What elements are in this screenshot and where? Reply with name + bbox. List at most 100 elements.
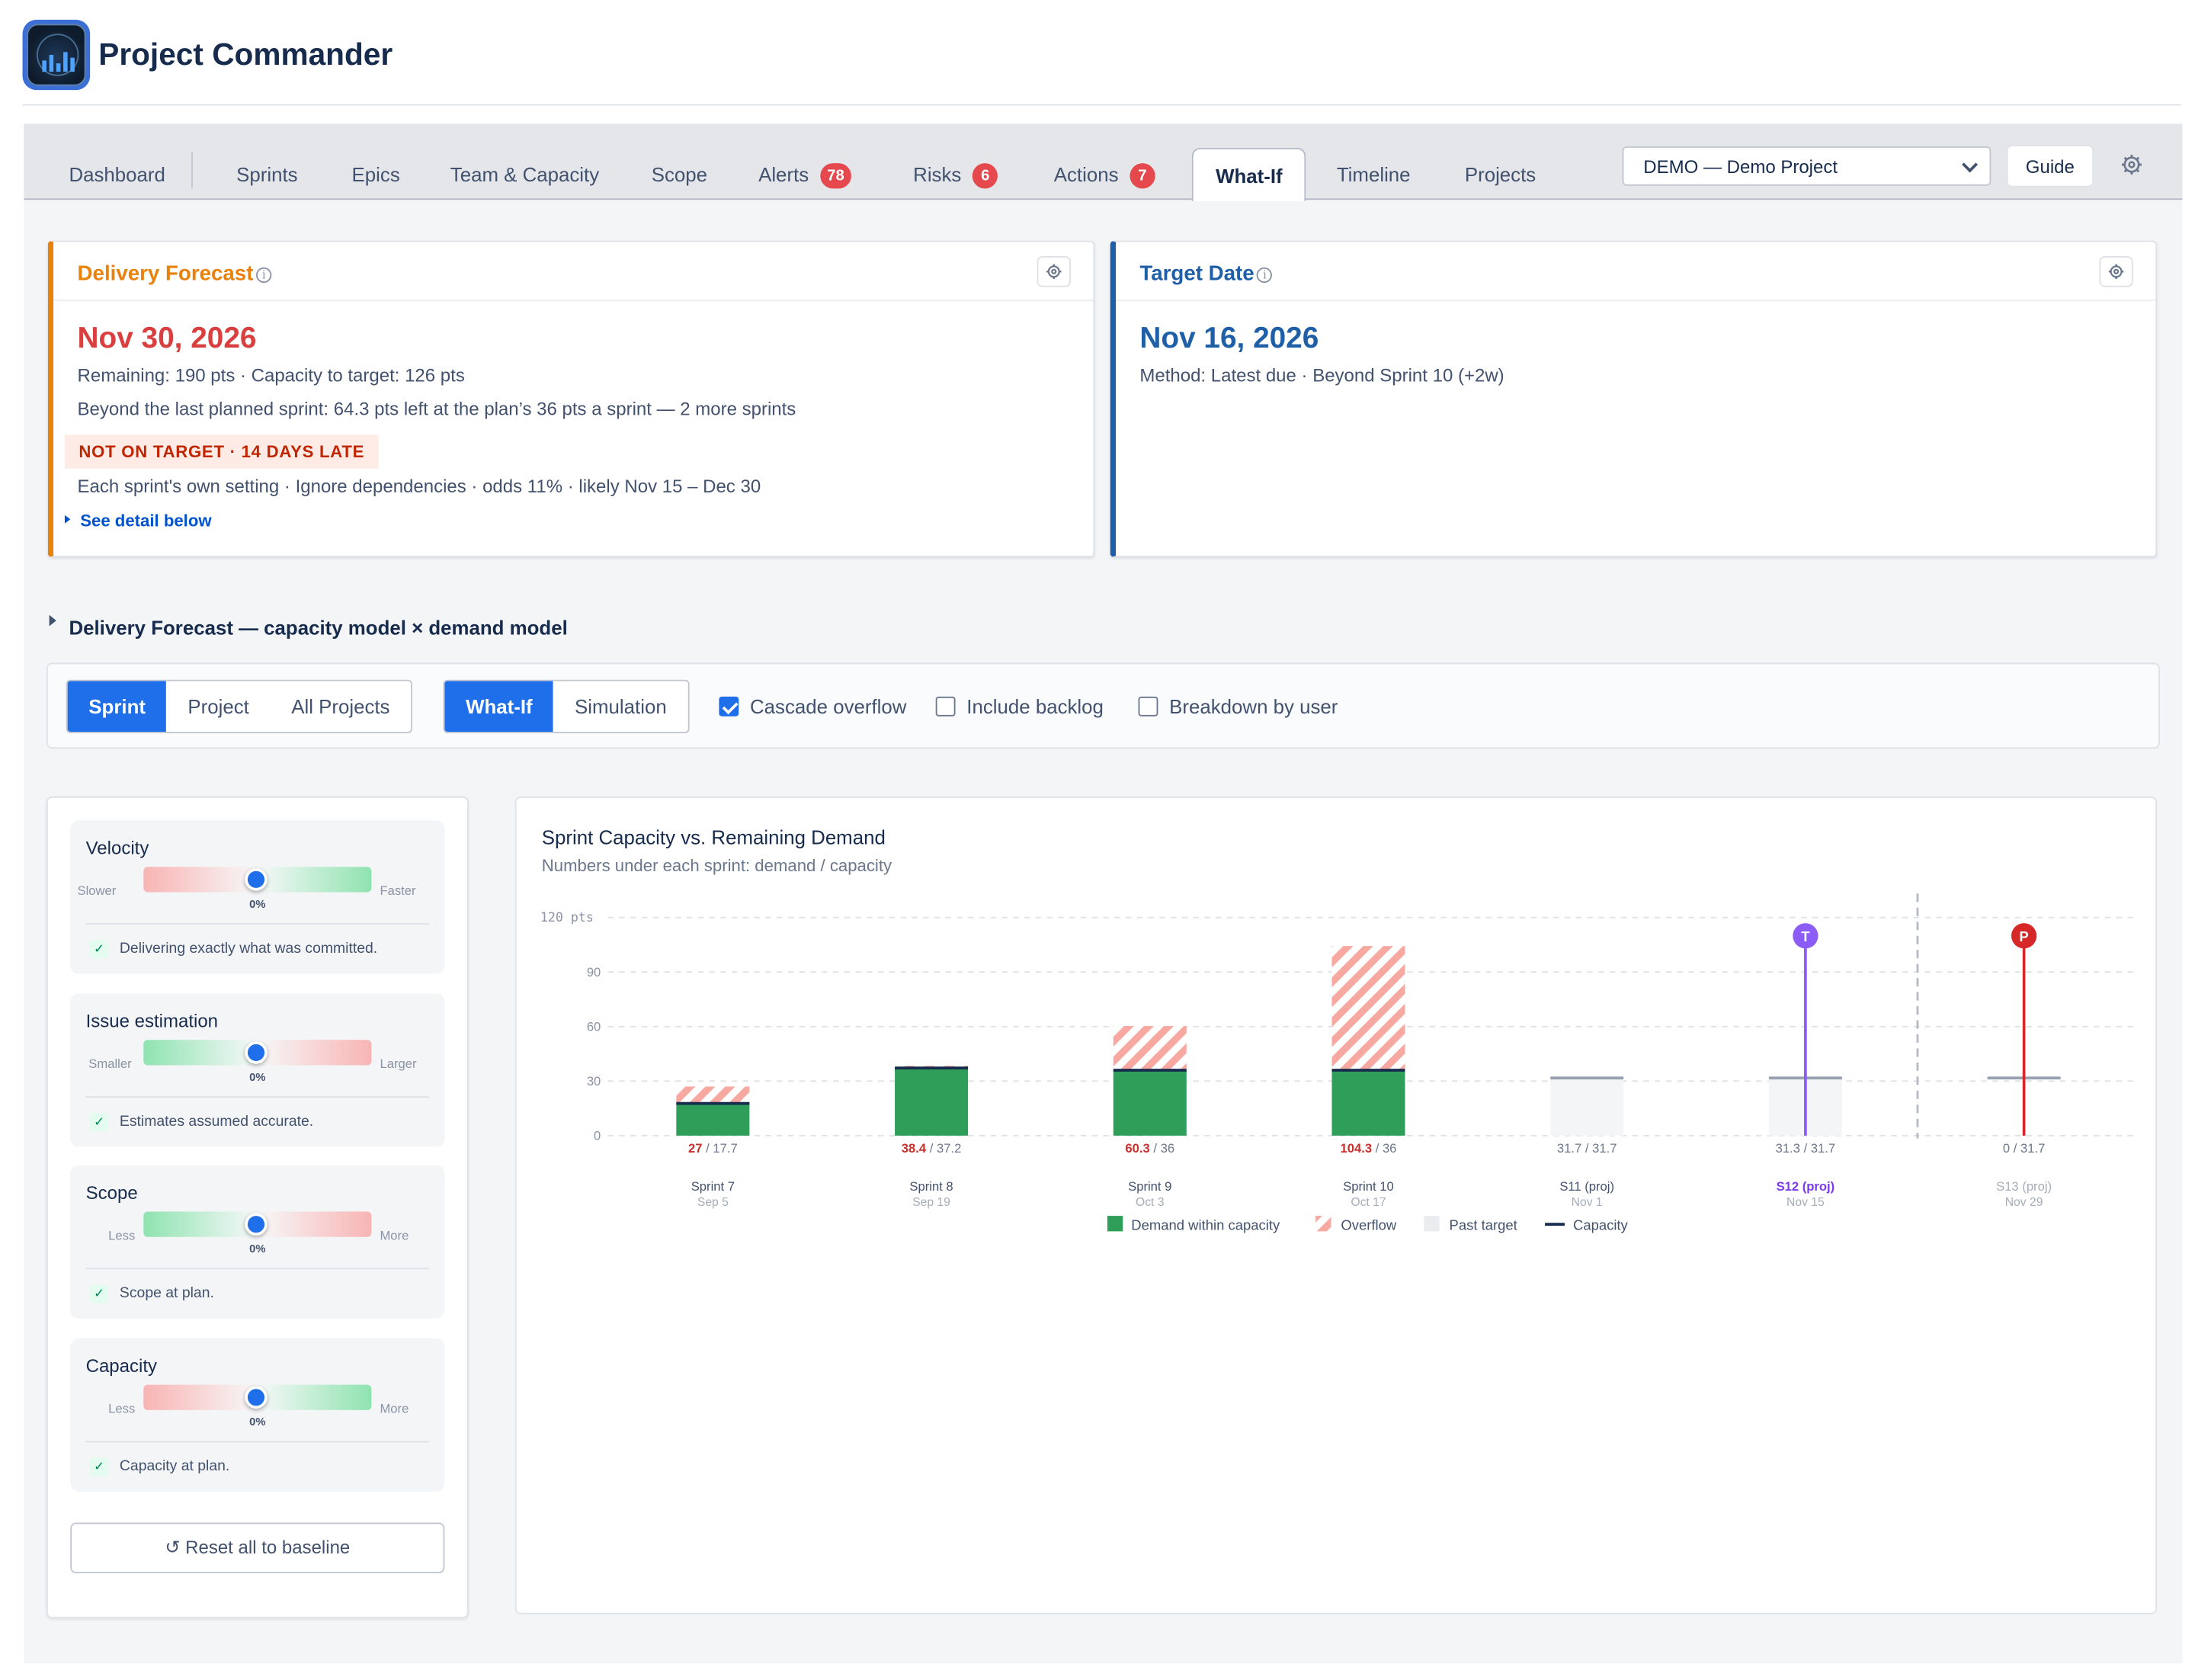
slider-note: ✓ Scope at plan. — [90, 1284, 214, 1303]
slider-name: Scope — [85, 1181, 138, 1204]
issue-estimation-slider[interactable] — [143, 1040, 372, 1066]
card-settings-button[interactable] — [1037, 256, 1071, 287]
tab-bar: Dashboard Sprints Epics Team & Capacity … — [24, 123, 2183, 202]
tab-projects[interactable]: Projects — [1465, 163, 1536, 186]
demand-value: 104.3 — [1341, 1141, 1373, 1156]
scope-option-all-projects[interactable]: All Projects — [291, 695, 390, 718]
divider — [85, 1096, 430, 1098]
mode-option-what-if[interactable]: What-If — [444, 681, 554, 733]
checkbox[interactable] — [719, 696, 739, 717]
card-settings-button[interactable] — [2099, 256, 2133, 287]
slider-value: 0% — [249, 1242, 266, 1255]
section-toggle[interactable]: Delivery Forecast — capacity model × dem… — [49, 614, 568, 640]
legend-swatch-within — [1107, 1216, 1123, 1232]
breakdown-by-user-checkbox[interactable]: Breakdown by user — [1138, 695, 1338, 718]
bar-demand-within-capacity — [1113, 1070, 1187, 1136]
target-date-marker — [1793, 923, 1818, 949]
slider-handle[interactable] — [245, 1041, 268, 1064]
slider-note: ✓ Capacity at plan. — [90, 1457, 229, 1476]
target-method: Method: Latest due · Beyond Sprint 10 (+… — [1139, 364, 1504, 386]
tab-sprints[interactable]: Sprints — [236, 163, 297, 186]
bar-overflow — [1331, 946, 1405, 1071]
bar-value-label: 27 / 17.7 — [688, 1141, 738, 1156]
include-backlog-checkbox[interactable]: Include backlog — [935, 695, 1104, 718]
x-tick-label: Sprint 10 — [1343, 1179, 1393, 1194]
demand-value: 38.4 — [902, 1141, 927, 1156]
tab-scope[interactable]: Scope — [652, 163, 707, 186]
scope-toggle: Sprint Project All Projects — [66, 679, 413, 733]
check-icon: ✓ — [90, 1113, 109, 1132]
capacity-value: / 31.7 — [1581, 1141, 1617, 1156]
tab-label: Alerts — [758, 163, 809, 186]
chart-title: Sprint Capacity vs. Remaining Demand — [541, 826, 886, 849]
mode-option-simulation[interactable]: Simulation — [575, 695, 667, 718]
slider-note: ✓ Estimates assumed accurate. — [90, 1113, 313, 1132]
slider-handle[interactable] — [245, 1386, 268, 1409]
x-tick-date: Nov 1 — [1572, 1196, 1603, 1209]
check-icon: ✓ — [90, 1284, 109, 1303]
tab-team-capacity[interactable]: Team & Capacity — [450, 163, 599, 186]
x-tick-date: Sep 5 — [697, 1196, 729, 1209]
legend-label: Overflow — [1341, 1217, 1396, 1233]
tab-label: Risks — [913, 163, 962, 186]
see-detail-link[interactable]: See detail below — [64, 511, 212, 531]
forecast-assumptions: Each sprint's own setting · Ignore depen… — [77, 476, 761, 497]
bar-value-label: 60.3 / 36 — [1125, 1141, 1174, 1156]
bar-value-label: 104.3 / 36 — [1341, 1141, 1397, 1156]
slider-handle[interactable] — [245, 1213, 268, 1236]
bar-overflow — [1113, 1026, 1187, 1071]
tab-dashboard[interactable]: Dashboard — [69, 163, 165, 186]
info-icon[interactable]: i — [256, 267, 272, 284]
x-tick-label: Sprint 9 — [1128, 1179, 1171, 1194]
project-select[interactable]: DEMO — Demo Project — [1622, 146, 1992, 186]
capacity-slider-card: Capacity Less More 0% ✓ Capacity at plan. — [70, 1338, 445, 1492]
legend-swatch-past-target — [1424, 1216, 1440, 1232]
tab-actions[interactable]: Actions 7 — [1054, 163, 1155, 189]
gear-icon[interactable] — [2120, 153, 2143, 183]
info-icon[interactable]: i — [1257, 267, 1273, 284]
x-tick-date: Oct 17 — [1351, 1196, 1386, 1209]
tab-alerts[interactable]: Alerts 78 — [758, 163, 852, 189]
y-tick-label: 0 — [594, 1128, 601, 1143]
bar-demand-within-capacity — [676, 1103, 750, 1136]
demand-value: 0 — [2003, 1141, 2010, 1156]
app-header: Project Commander — [22, 19, 2181, 106]
main-panel: Dashboard Sprints Epics Team & Capacity … — [24, 123, 2183, 1664]
tab-epics[interactable]: Epics — [352, 163, 400, 186]
x-tick-date: Oct 3 — [1136, 1196, 1165, 1209]
tab-risks[interactable]: Risks 6 — [913, 163, 998, 189]
scope-option-sprint[interactable]: Sprint — [67, 681, 167, 733]
tab-timeline[interactable]: Timeline — [1337, 163, 1411, 186]
guide-button[interactable]: Guide — [2006, 145, 2094, 188]
legend-label: Capacity — [1573, 1217, 1629, 1233]
demand-value: 31.3 — [1776, 1141, 1800, 1156]
tab-what-if[interactable]: What-If — [1191, 147, 1307, 202]
divider — [85, 1441, 430, 1443]
x-tick-label: S11 (proj) — [1559, 1179, 1614, 1194]
tab-label: What-If — [1216, 165, 1283, 188]
scope-option-project[interactable]: Project — [187, 695, 249, 718]
forecast-date: Nov 30, 2026 — [77, 322, 257, 355]
checkbox[interactable] — [1138, 696, 1158, 717]
slider-max-label: Faster — [380, 883, 416, 898]
slider-name: Issue estimation — [85, 1010, 219, 1032]
cascade-overflow-checkbox[interactable]: Cascade overflow — [719, 695, 906, 718]
capacity-slider[interactable] — [143, 1384, 372, 1410]
slider-value: 0% — [249, 897, 266, 911]
reset-baseline-button[interactable]: ↺ Reset all to baseline — [70, 1522, 445, 1574]
scope-slider[interactable] — [143, 1211, 372, 1237]
scope-slider-card: Scope Less More 0% ✓ Scope at plan. — [70, 1165, 445, 1319]
legend-swatch-overflow — [1315, 1216, 1331, 1232]
slider-note: ✓ Delivering exactly what was committed. — [90, 940, 377, 959]
capacity-value: / 31.7 — [1800, 1141, 1835, 1156]
slider-handle[interactable] — [245, 868, 268, 891]
x-tick-date: Sep 19 — [912, 1196, 950, 1209]
capacity-demand-chart: 0 30 60 90 120 pts 27 / 17.7 Sprint 7 Sep 5 38.4… — [540, 893, 2135, 1233]
checkbox[interactable] — [935, 696, 956, 717]
section-title-text: Delivery Forecast — capacity model × dem… — [69, 616, 568, 640]
slider-min-label: Less — [108, 1401, 136, 1416]
alerts-count-badge: 78 — [819, 163, 852, 189]
checkbox-label: Breakdown by user — [1169, 695, 1338, 718]
check-icon: ✓ — [90, 940, 109, 959]
velocity-slider[interactable] — [143, 867, 372, 893]
